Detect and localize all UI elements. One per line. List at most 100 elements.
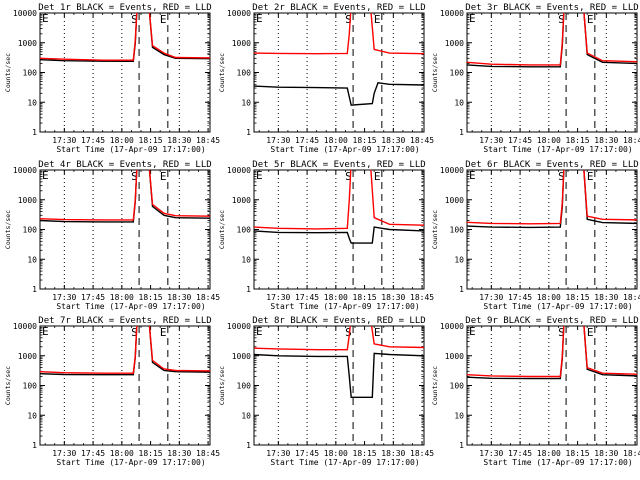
x-tick-label: 17:30 <box>479 293 503 302</box>
y-tick-label: 1 <box>32 441 37 450</box>
x-tick-label: 18:00 <box>110 293 134 302</box>
y-tick-label: 1000 <box>445 196 464 205</box>
end-marker-label: E <box>587 326 594 339</box>
y-tick-label: 10 <box>27 98 37 107</box>
y-tick-label: 10000 <box>440 322 464 331</box>
y-tick-label: 10000 <box>13 322 37 331</box>
y-axis-label: Counts/sec <box>4 210 12 249</box>
x-tick-label: 18:30 <box>167 136 191 145</box>
x-tick-label: 18:45 <box>410 136 434 145</box>
y-tick-label: 1 <box>459 128 464 137</box>
y-tick-label: 10 <box>454 98 464 107</box>
series-lld-line <box>40 326 210 374</box>
plot-frame <box>466 169 638 290</box>
y-tick-label: 10 <box>241 255 251 264</box>
x-tick-label: 18:00 <box>537 136 561 145</box>
x-tick-label: 18:15 <box>566 293 590 302</box>
x-tick-label: 18:30 <box>381 136 405 145</box>
y-axis-label: Counts/sec <box>431 366 439 405</box>
chart-title: Det 5r BLACK = Events, RED = LLD <box>252 160 425 170</box>
chart-det6: Det 6r BLACK = Events, RED = LLD Start Ti… <box>431 160 640 311</box>
x-tick-label: 17:30 <box>52 293 76 302</box>
x-tick-label: 18:30 <box>167 293 191 302</box>
y-tick-label: 1 <box>246 128 251 137</box>
series-lld-line <box>467 326 637 378</box>
y-tick-label: 10000 <box>13 166 37 175</box>
plot-frame <box>39 325 211 446</box>
x-tick-label: 18:45 <box>410 449 434 458</box>
x-axis-label: Start Time (17-Apr-09 17:17:00) <box>56 458 205 467</box>
start-marker-label: S <box>345 13 352 26</box>
x-axis-label: Start Time (17-Apr-09 17:17:00) <box>270 145 419 154</box>
corner-marker-label: E <box>42 12 49 25</box>
corner-marker-label: E <box>42 169 49 182</box>
end-marker-label: E <box>160 326 167 339</box>
y-tick-label: 1000 <box>232 39 251 48</box>
x-tick-label: 18:30 <box>381 293 405 302</box>
corner-marker-label: E <box>256 325 263 338</box>
series-lld-line <box>467 13 637 66</box>
y-tick-label: 10000 <box>440 9 464 18</box>
y-tick-label: 100 <box>237 69 252 78</box>
x-tick-label: 18:30 <box>167 449 191 458</box>
x-tick-label: 17:30 <box>266 449 290 458</box>
x-tick-label: 17:30 <box>266 293 290 302</box>
y-tick-label: 10000 <box>227 9 251 18</box>
x-tick-label: 17:45 <box>508 293 532 302</box>
y-axis-label: Counts/sec <box>431 53 439 92</box>
y-axis-label: Counts/sec <box>4 366 12 405</box>
x-tick-label: 18:45 <box>623 293 640 302</box>
chart-det8: Det 8r BLACK = Events, RED = LLD Start Ti… <box>218 316 434 467</box>
chart-title: Det 7r BLACK = Events, RED = LLD <box>38 316 211 326</box>
end-marker-label: E <box>160 13 167 26</box>
y-tick-label: 1000 <box>18 196 37 205</box>
plot-frame <box>39 169 211 290</box>
start-marker-label: S <box>345 326 352 339</box>
chart-det1: Det 1r BLACK = Events, RED = LLD Start Ti… <box>4 3 220 154</box>
y-tick-label: 1 <box>459 441 464 450</box>
x-tick-label: 17:45 <box>81 449 105 458</box>
start-marker-label: S <box>558 326 565 339</box>
series-events-line <box>254 226 424 244</box>
x-tick-label: 18:45 <box>623 449 640 458</box>
corner-marker-label: E <box>42 325 49 338</box>
x-tick-label: 18:30 <box>594 293 618 302</box>
x-tick-label: 18:15 <box>353 293 377 302</box>
chart-title: Det 1r BLACK = Events, RED = LLD <box>38 3 211 13</box>
x-axis-label: Start Time (17-Apr-09 17:17:00) <box>483 458 632 467</box>
y-tick-label: 1000 <box>445 39 464 48</box>
series-events-line <box>40 13 210 63</box>
end-marker-label: E <box>374 170 381 183</box>
x-tick-label: 17:45 <box>295 293 319 302</box>
y-tick-label: 10 <box>454 411 464 420</box>
y-tick-label: 10 <box>241 411 251 420</box>
start-marker-label: S <box>345 170 352 183</box>
chart-det2: Det 2r BLACK = Events, RED = LLD Start Ti… <box>218 3 434 154</box>
y-tick-label: 100 <box>237 382 252 391</box>
y-tick-label: 1000 <box>445 352 464 361</box>
x-tick-label: 18:45 <box>196 293 220 302</box>
end-marker-label: E <box>587 13 594 26</box>
start-marker-label: S <box>131 13 138 26</box>
x-tick-label: 17:45 <box>508 449 532 458</box>
x-tick-label: 18:15 <box>353 449 377 458</box>
y-axis-label: Counts/sec <box>4 53 12 92</box>
end-marker-label: E <box>374 13 381 26</box>
x-tick-label: 17:45 <box>508 136 532 145</box>
end-marker-label: E <box>374 326 381 339</box>
series-lld-line <box>40 170 210 221</box>
y-tick-label: 10 <box>241 98 251 107</box>
y-tick-label: 1 <box>32 128 37 137</box>
x-tick-label: 18:00 <box>537 449 561 458</box>
x-tick-label: 17:45 <box>81 136 105 145</box>
y-tick-label: 100 <box>450 69 465 78</box>
y-tick-label: 1000 <box>18 352 37 361</box>
chart-title: Det 2r BLACK = Events, RED = LLD <box>252 3 425 13</box>
x-axis-label: Start Time (17-Apr-09 17:17:00) <box>483 302 632 311</box>
x-tick-label: 18:30 <box>594 449 618 458</box>
x-tick-label: 18:15 <box>353 136 377 145</box>
series-events-line <box>254 82 424 106</box>
chart-det9: Det 9r BLACK = Events, RED = LLD Start Ti… <box>431 316 640 467</box>
series-events-line <box>467 170 637 229</box>
